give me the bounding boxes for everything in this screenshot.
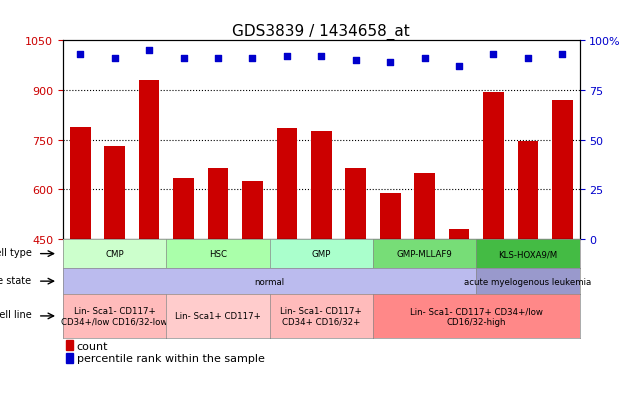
Bar [483,93,504,388]
Bar [242,182,263,388]
Point [248,56,258,62]
Bar [518,142,538,388]
Bar [208,169,228,388]
Text: GMP-MLLAF9: GMP-MLLAF9 [397,249,452,259]
Text: cell line: cell line [0,309,32,319]
Text: disease state: disease state [0,275,32,285]
Point [144,48,154,55]
Bar [105,147,125,388]
Bar [70,127,91,388]
Text: cell type: cell type [0,247,32,258]
Text: Lin- Sca1- CD117+
CD34+/low CD16/32-low: Lin- Sca1- CD117+ CD34+/low CD16/32-low [62,306,168,326]
Point [523,56,533,62]
Point [558,52,568,59]
Text: KLS-HOXA9/M: KLS-HOXA9/M [498,249,558,259]
Point [213,56,223,62]
Point [178,56,188,62]
Bar [552,101,573,388]
Text: GMP: GMP [312,249,331,259]
Bar [311,132,331,388]
Bar [380,193,401,388]
Point [488,52,498,59]
Point [351,58,361,64]
Point [282,54,292,60]
Point [454,64,464,70]
Bar [66,341,73,351]
Text: Lin- Sca1- CD117+
CD34+ CD16/32+: Lin- Sca1- CD117+ CD34+ CD16/32+ [280,306,362,326]
Text: percentile rank within the sample: percentile rank within the sample [77,354,265,363]
Text: count: count [77,341,108,351]
Bar [66,353,73,363]
Bar [345,169,366,388]
Bar [173,178,194,388]
Text: normal: normal [255,277,285,286]
Text: acute myelogenous leukemia: acute myelogenous leukemia [464,277,592,286]
Text: Lin- Sca1- CD117+ CD34+/low
CD16/32-high: Lin- Sca1- CD117+ CD34+/low CD16/32-high [410,306,542,326]
Point [110,56,120,62]
Point [316,54,326,60]
Point [75,52,85,59]
Point [385,60,395,66]
Bar [277,129,297,388]
Text: CMP: CMP [105,249,124,259]
Text: Lin- Sca1+ CD117+: Lin- Sca1+ CD117+ [175,312,261,320]
Text: HSC: HSC [209,249,227,259]
Bar [449,230,469,388]
Bar [415,173,435,388]
Title: GDS3839 / 1434658_at: GDS3839 / 1434658_at [232,24,410,40]
Point [420,56,430,62]
Bar [139,81,159,388]
